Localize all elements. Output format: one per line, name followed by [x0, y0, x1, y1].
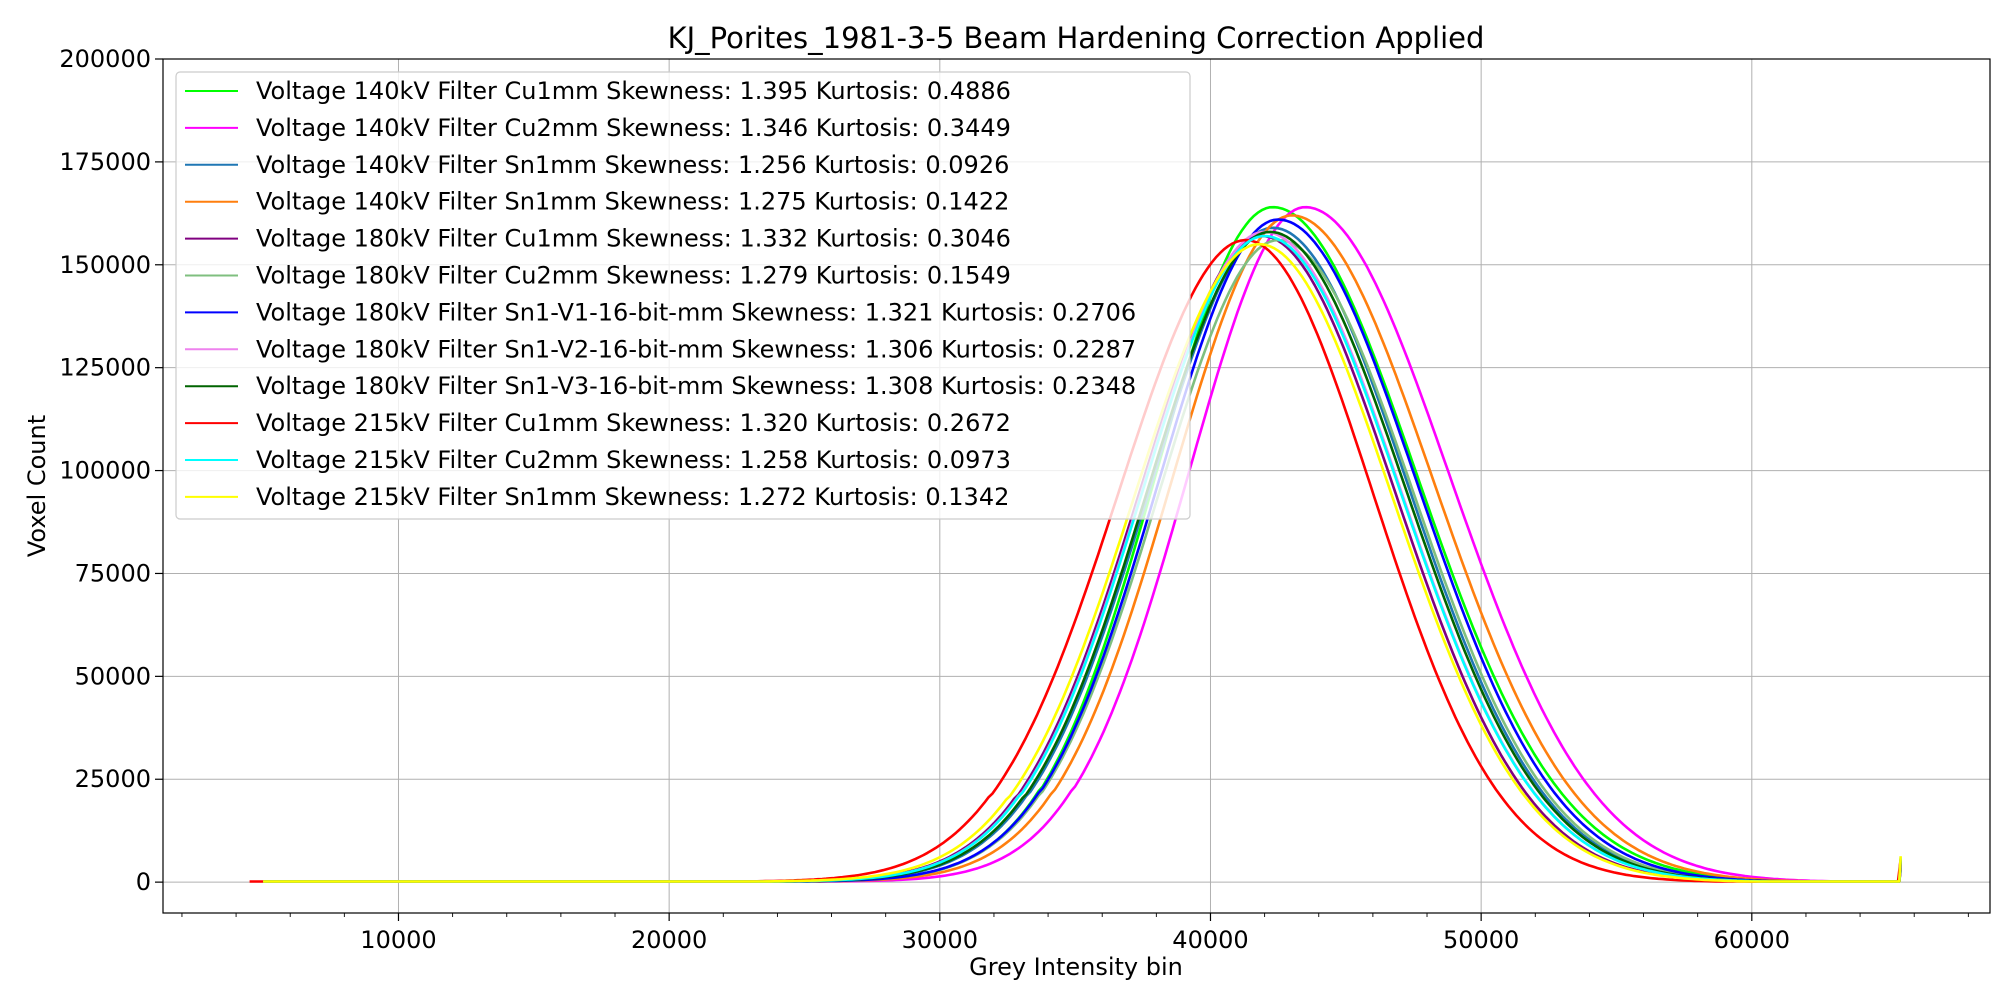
- y-tick-label: 150000: [59, 251, 151, 279]
- y-tick-label: 25000: [75, 765, 151, 793]
- legend-item: Voltage 180kV Filter Sn1-V1-16-bit-mm Sk…: [185, 298, 1136, 326]
- y-tick-label: 50000: [75, 662, 151, 690]
- legend-item: Voltage 140kV Filter Cu1mm Skewness: 1.3…: [185, 77, 1011, 105]
- legend-label: Voltage 180kV Filter Sn1-V1-16-bit-mm Sk…: [256, 298, 1136, 326]
- x-tick-label: 60000: [1714, 926, 1790, 954]
- legend-label: Voltage 180kV Filter Cu2mm Skewness: 1.2…: [256, 262, 1011, 290]
- series-lines: [249, 205, 1902, 883]
- legend-item: Voltage 180kV Filter Cu2mm Skewness: 1.2…: [185, 262, 1011, 290]
- x-axis-label: Grey Intensity bin: [969, 953, 1183, 981]
- x-tick-label: 40000: [1172, 926, 1248, 954]
- legend-item: Voltage 140kV Filter Sn1mm Skewness: 1.2…: [185, 151, 1009, 179]
- plot-frame: [162, 58, 1991, 914]
- legend-label: Voltage 180kV Filter Sn1-V3-16-bit-mm Sk…: [256, 372, 1136, 400]
- y-tick-label: 75000: [75, 559, 151, 587]
- legend-label: Voltage 215kV Filter Cu2mm Skewness: 1.2…: [256, 446, 1011, 474]
- x-tick-label: 50000: [1443, 926, 1519, 954]
- axis-ticks: 10000 20000 30000 40000 50000 60000 0 25000 5000…: [59, 45, 1969, 954]
- series-line-12: [263, 242, 1902, 883]
- legend-label: Voltage 215kV Filter Sn1mm Skewness: 1.2…: [256, 483, 1009, 511]
- legend-item: Voltage 140kV Filter Sn1mm Skewness: 1.2…: [185, 188, 1009, 216]
- legend-label: Voltage 180kV Filter Sn1-V2-16-bit-mm Sk…: [256, 335, 1136, 363]
- y-axis-label: Voxel Count: [23, 415, 51, 557]
- legend-label: Voltage 140kV Filter Cu2mm Skewness: 1.3…: [256, 114, 1011, 142]
- legend-item: Voltage 180kV Filter Sn1-V3-16-bit-mm Sk…: [185, 372, 1136, 400]
- y-tick-label: 0: [136, 868, 151, 896]
- legend-item: Voltage 180kV Filter Cu1mm Skewness: 1.3…: [185, 225, 1011, 253]
- y-tick-label: 200000: [59, 45, 151, 73]
- x-tick-label: 20000: [631, 926, 707, 954]
- y-tick-label: 100000: [59, 457, 151, 485]
- legend-item: Voltage 140kV Filter Cu2mm Skewness: 1.3…: [185, 114, 1011, 142]
- legend-label: Voltage 215kV Filter Cu1mm Skewness: 1.3…: [256, 409, 1011, 437]
- legend-box: [175, 71, 1191, 520]
- legend-item: Voltage 215kV Filter Sn1mm Skewness: 1.2…: [185, 483, 1009, 511]
- x-tick-label: 30000: [902, 926, 978, 954]
- legend-label: Voltage 180kV Filter Cu1mm Skewness: 1.3…: [256, 225, 1011, 253]
- legend-label: Voltage 140kV Filter Sn1mm Skewness: 1.2…: [256, 151, 1009, 179]
- legend: Voltage 140kV Filter Cu1mm Skewness: 1.3…: [175, 71, 1191, 520]
- legend-item: Voltage 180kV Filter Sn1-V2-16-bit-mm Sk…: [185, 335, 1136, 363]
- legend-item: Voltage 215kV Filter Cu2mm Skewness: 1.2…: [185, 446, 1011, 474]
- chart-title: KJ_Porites_1981-3-5 Beam Hardening Corre…: [668, 21, 1485, 55]
- y-tick-label: 125000: [59, 354, 151, 382]
- y-tick-label: 175000: [59, 148, 151, 176]
- legend-label: Voltage 140kV Filter Cu1mm Skewness: 1.3…: [256, 77, 1011, 105]
- legend-label: Voltage 140kV Filter Sn1mm Skewness: 1.2…: [256, 188, 1009, 216]
- legend-item: Voltage 215kV Filter Cu1mm Skewness: 1.3…: [185, 409, 1011, 437]
- x-tick-label: 10000: [360, 926, 436, 954]
